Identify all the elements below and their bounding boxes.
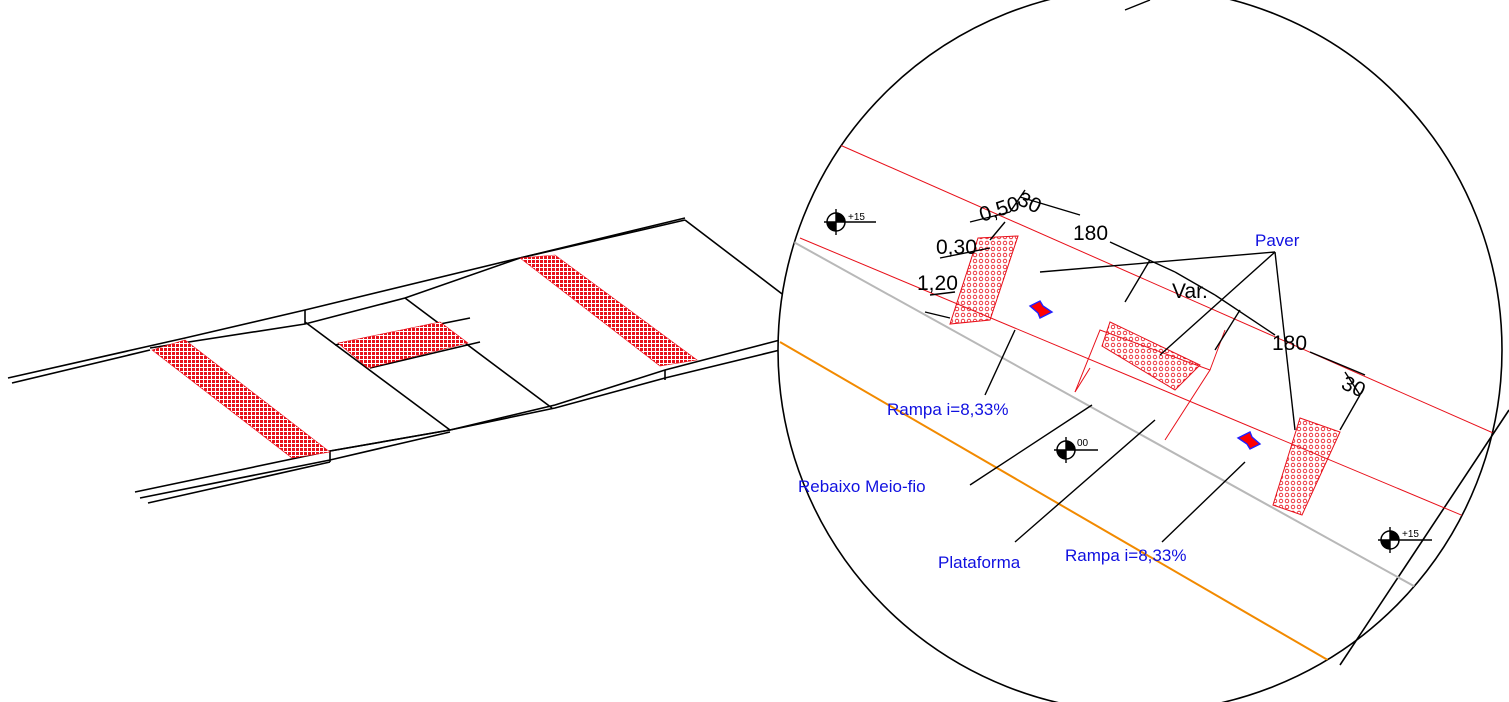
dimension-180-bottom: 180	[1272, 332, 1307, 355]
label-plataforma: Plataforma	[938, 553, 1021, 572]
label-rampa-right: Rampa i=8,33%	[1065, 546, 1186, 565]
tactile-band-right	[519, 254, 698, 367]
red-line-bottom	[799, 237, 1502, 536]
level-marker-icon	[1054, 437, 1098, 463]
level-center: 00	[1077, 438, 1089, 449]
leader-lines	[969, 251, 1296, 543]
upper-edge-line-outer	[7, 217, 686, 379]
label-rampa-left: Rampa i=8,33%	[887, 400, 1008, 419]
ramp-lower-line	[329, 349, 781, 452]
label-rebaixo-meio-fio: Rebaixo Meio-fio	[798, 477, 926, 496]
gutter-line	[789, 239, 1431, 596]
tactile-strip-left	[949, 235, 1019, 325]
label-paver: Paver	[1255, 231, 1300, 250]
tactile-strip-center	[1101, 321, 1201, 391]
dimension-1-20: 1,20	[917, 272, 958, 295]
level-marker-icon	[1378, 527, 1432, 553]
tactile-band-left	[151, 339, 331, 459]
level-bottom-right: +15	[1402, 529, 1419, 540]
ramp-mid-line	[369, 341, 481, 369]
slope-arrow-icon	[1028, 300, 1054, 319]
detail-content: +15 00 +15	[779, 144, 1502, 671]
detail-leader-right	[1339, 409, 1509, 666]
dimension-0-30: 0,30	[936, 236, 977, 259]
lower-edge-line-third	[147, 461, 331, 504]
slope-arrow-icon	[1236, 431, 1262, 450]
dimension-var: Var.	[1172, 280, 1208, 303]
detail-leader-top	[1124, 0, 1151, 11]
dimension-lines	[924, 189, 1366, 431]
level-marker-icon	[824, 209, 876, 235]
curb-line	[779, 341, 1346, 671]
platform-left-edge	[1074, 367, 1091, 393]
right-end-line	[684, 219, 791, 301]
upper-edge-line-inner	[11, 349, 151, 384]
tactile-strip-right	[1272, 417, 1341, 516]
tactile-band-center	[337, 321, 469, 369]
level-top-left: +15	[848, 212, 865, 223]
ramp-left-boundary	[304, 321, 451, 431]
ramp-right-boundary	[404, 297, 553, 409]
dimension-180-top: 180	[1073, 222, 1108, 245]
platform-right-edge	[1209, 329, 1226, 371]
red-line-top	[839, 144, 1502, 441]
lower-edge-line-outer	[134, 339, 781, 493]
